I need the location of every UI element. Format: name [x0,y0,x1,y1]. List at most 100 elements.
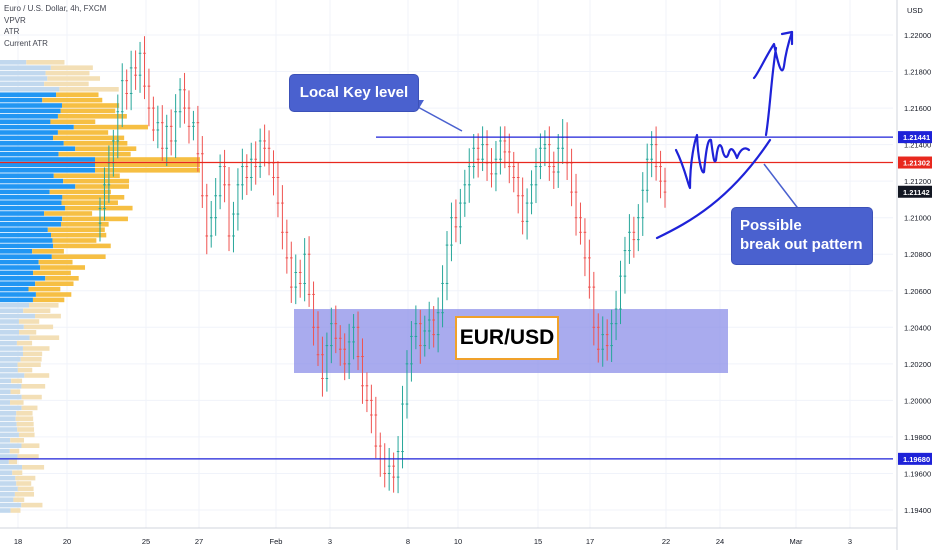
indicator-current-atr[interactable]: Current ATR [4,38,48,48]
price-axis-tick-label: 1.21800 [904,68,931,77]
vp-bar-up [0,211,45,216]
vp-bar-up [0,130,58,135]
time-axis-labels: 18 20 25 27 Feb 3 8 10 15 17 22 24 Mar 3 [14,537,852,546]
vp-bar-down [50,119,96,124]
vp-bar-down [18,432,35,438]
vp-bar-up [0,475,16,481]
vp-bar-down [18,319,40,324]
vp-bar-up [0,421,17,427]
grid-lines [0,0,893,528]
price-axis-tick-label: 1.19800 [904,433,931,442]
vp-bar-up [0,486,18,492]
vp-bar-down [50,65,93,70]
vp-bar-down [10,508,21,513]
vp-bar-up [0,432,19,438]
vp-bar-up [0,227,48,232]
vp-bar-down [20,357,42,362]
vp-bar-down [29,335,60,340]
time-axis-tick-label: 3 [328,537,332,546]
vp-bar-up [0,313,36,319]
vp-bar-down [29,303,59,308]
price-axis-tick-label: 1.21400 [904,141,931,150]
vp-bar-up [0,454,18,459]
vp-bar-up [0,162,95,168]
vp-bar-down [60,222,109,227]
vp-bar-down [45,70,90,76]
vp-bar-down [44,211,93,216]
indicator-vpvr[interactable]: VPVR [4,15,26,25]
vp-bar-up [0,297,33,303]
time-axis-tick-label: 20 [63,537,71,546]
vp-bar-down [16,340,33,346]
axis-corner [900,532,928,548]
key-level-pointer [415,105,463,132]
vp-bar-up [0,222,61,227]
vp-bar-up [0,168,95,173]
time-axis-tick-label: 3 [848,537,852,546]
vp-bar-down [17,454,39,459]
vp-bar-down [75,184,129,189]
vp-bar-down [16,421,34,427]
price-tag-box [898,156,932,169]
vp-bar-up [0,173,54,178]
vp-bar-up [0,340,17,346]
price-tag-label: 1.21302 [903,159,930,168]
pair-label-text: EUR/USD [459,326,555,349]
vp-bar-up [0,92,57,97]
indicator-atr[interactable]: ATR [4,27,20,36]
vp-bar-down [40,265,86,270]
breakout-callout[interactable]: Possible break out pattern [732,208,872,264]
vp-bar-up [0,108,61,114]
vp-bar-down [8,459,18,465]
vp-bar-up [0,346,23,351]
time-axis-tick-label: 27 [195,537,203,546]
price-axis-currency: USD [907,6,923,15]
vp-bar-up [0,492,15,497]
price-axis-tick-label: 1.19400 [904,506,931,515]
vp-bar-down [95,162,200,168]
vp-bar-down [17,427,35,432]
vp-bar-up [0,438,11,443]
key-level-callout[interactable]: Local Key level [290,75,418,111]
time-axis-tick-label: 18 [14,537,22,546]
breakout-callout-line1: Possible [740,217,802,234]
vp-bar-down [62,216,128,222]
vp-bar-down [22,351,43,357]
vp-bar-down [32,249,64,254]
vp-bar-down [38,259,73,265]
vp-bar-down [21,405,38,411]
vp-bar-down [53,135,125,141]
vp-bar-down [16,411,33,416]
vp-bar-down [61,103,120,108]
vp-bar-up [0,330,20,335]
symbol-title[interactable]: Euro / U.S. Dollar, 4h, FXCM [4,4,107,13]
vp-bar-up [0,124,74,130]
vp-bar-up [0,292,36,297]
vp-bar-down [22,465,45,470]
vp-bar-up [0,378,12,384]
price-axis-tick-label: 1.20400 [904,323,931,332]
vp-bar-down [73,124,148,130]
vp-bar-up [0,178,64,184]
time-axis-tick-label: 24 [716,537,724,546]
price-axis-tick-label: 1.19600 [904,469,931,478]
vp-bar-up [0,103,62,108]
vp-bar-up [0,265,41,270]
vp-bar-up [0,232,52,238]
vp-bar-up [0,303,30,308]
vp-bar-down [53,243,111,249]
vp-bar-up [0,146,76,151]
vp-bar-down [17,362,41,367]
key-level-callout-text: Local Key level [299,84,409,101]
breakout-arrow-path [752,30,794,137]
vp-bar-up [0,400,11,405]
time-axis-tick-label: 22 [662,537,670,546]
pair-label[interactable]: EUR/USD [455,316,559,360]
vp-bar-up [0,357,21,362]
vp-bar-down [11,378,23,384]
vp-bar-up [0,60,27,65]
breakout-arrowhead [780,30,794,46]
vp-bar-up [0,443,22,448]
vp-bar-down [62,195,125,200]
